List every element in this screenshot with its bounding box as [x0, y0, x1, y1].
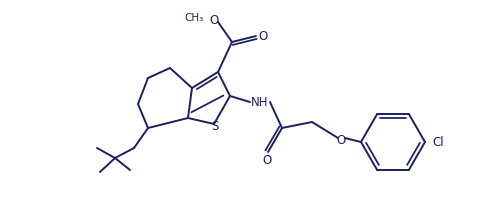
Text: O: O — [336, 133, 346, 146]
Text: NH: NH — [251, 95, 269, 108]
Text: O: O — [210, 13, 218, 26]
Text: CH₃: CH₃ — [184, 13, 204, 23]
Text: Cl: Cl — [432, 135, 444, 148]
Text: S: S — [211, 120, 219, 133]
Text: O: O — [262, 153, 272, 166]
Text: O: O — [258, 30, 268, 43]
